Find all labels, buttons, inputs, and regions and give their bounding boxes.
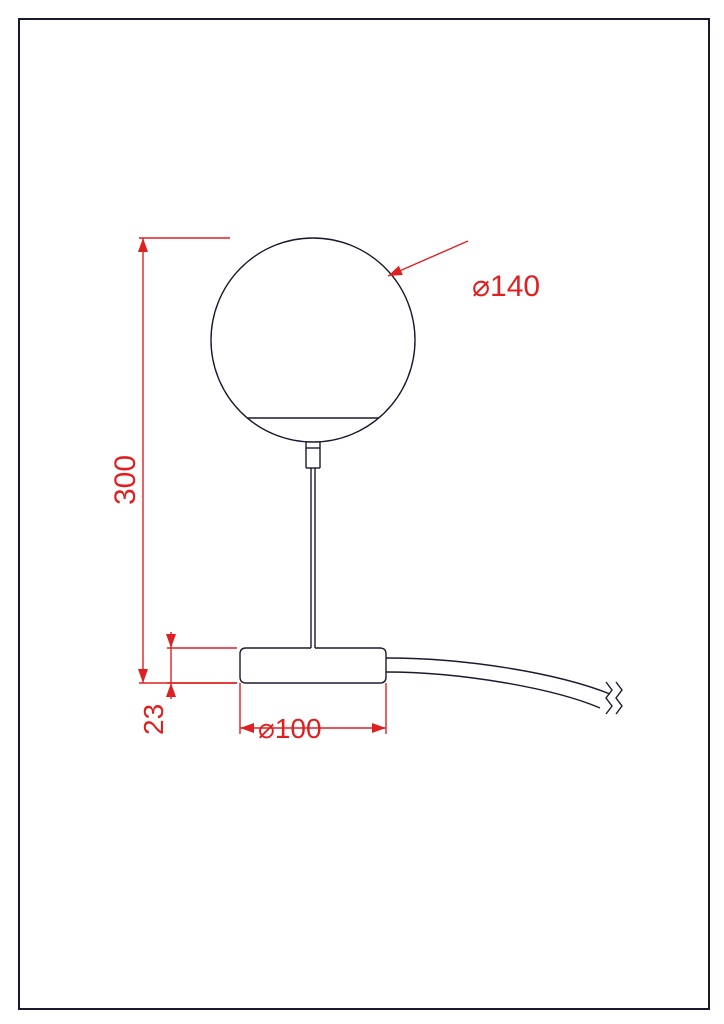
globe — [211, 238, 415, 442]
dim-sphere-dia: ⌀140 — [472, 270, 540, 303]
dim-base-height: 23 — [138, 704, 169, 735]
power-cable — [386, 658, 610, 694]
dim-height: 300 — [109, 455, 142, 505]
lamp-base — [240, 648, 386, 683]
dim-base-dia: ⌀100 — [258, 713, 322, 744]
